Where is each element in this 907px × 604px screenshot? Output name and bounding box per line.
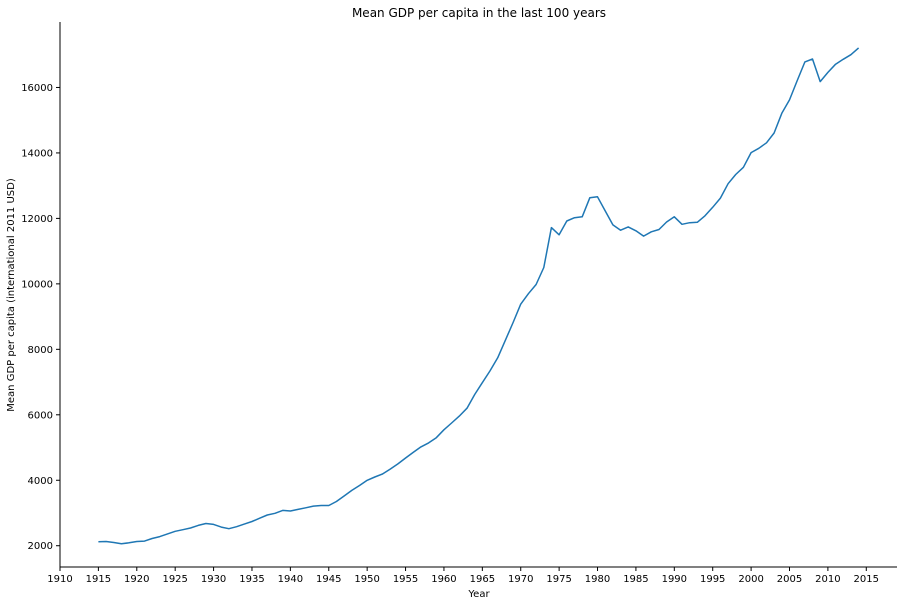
x-tick-label: 1925: [162, 574, 187, 585]
plot-area: [98, 47, 860, 545]
x-tick-label: 1945: [316, 574, 341, 585]
x-tick-label: 1940: [278, 574, 303, 585]
x-tick-label: 1935: [239, 574, 264, 585]
x-tick-label: 1975: [546, 574, 571, 585]
x-tick-label: 1915: [86, 574, 111, 585]
x-tick-label: 1930: [201, 574, 226, 585]
x-tick-label: 2000: [738, 574, 763, 585]
y-tick-label: 4000: [28, 476, 53, 487]
x-tick-label: 1980: [585, 574, 610, 585]
x-tick-label: 1965: [470, 574, 495, 585]
y-axis-label: Mean GDP per capita (international 2011 …: [6, 178, 17, 412]
x-tick-label: 1955: [393, 574, 418, 585]
x-tick-label: 1950: [354, 574, 379, 585]
y-tick-label: 2000: [28, 541, 53, 552]
x-tick-label: 1990: [662, 574, 687, 585]
x-tick-label: 1960: [431, 574, 456, 585]
x-axis-ticks: 1910 1915 1920 1925 1930 1935 1940 1945 1950 1955…: [47, 567, 879, 585]
x-tick-label: 2005: [777, 574, 802, 585]
series-line-0: [98, 47, 860, 545]
y-tick-label: 8000: [28, 345, 53, 356]
y-tick-label: 12000: [21, 214, 53, 225]
y-axis-ticks: 2000 4000 6000 8000 10000 12000 14000 16000: [21, 83, 60, 552]
y-tick-label: 16000: [21, 83, 53, 94]
x-tick-label: 2015: [854, 574, 879, 585]
x-tick-label: 1995: [700, 574, 725, 585]
x-tick-label: 1910: [47, 574, 72, 585]
x-tick-label: 1985: [623, 574, 648, 585]
x-tick-label: 1920: [124, 574, 149, 585]
x-tick-label: 1970: [508, 574, 533, 585]
y-tick-label: 14000: [21, 148, 53, 159]
x-tick-label: 2010: [815, 574, 840, 585]
y-tick-label: 10000: [21, 279, 53, 290]
x-axis-label: Year: [467, 589, 490, 600]
y-tick-label: 6000: [28, 410, 53, 421]
chart-title: Mean GDP per capita in the last 100 year…: [352, 6, 606, 20]
